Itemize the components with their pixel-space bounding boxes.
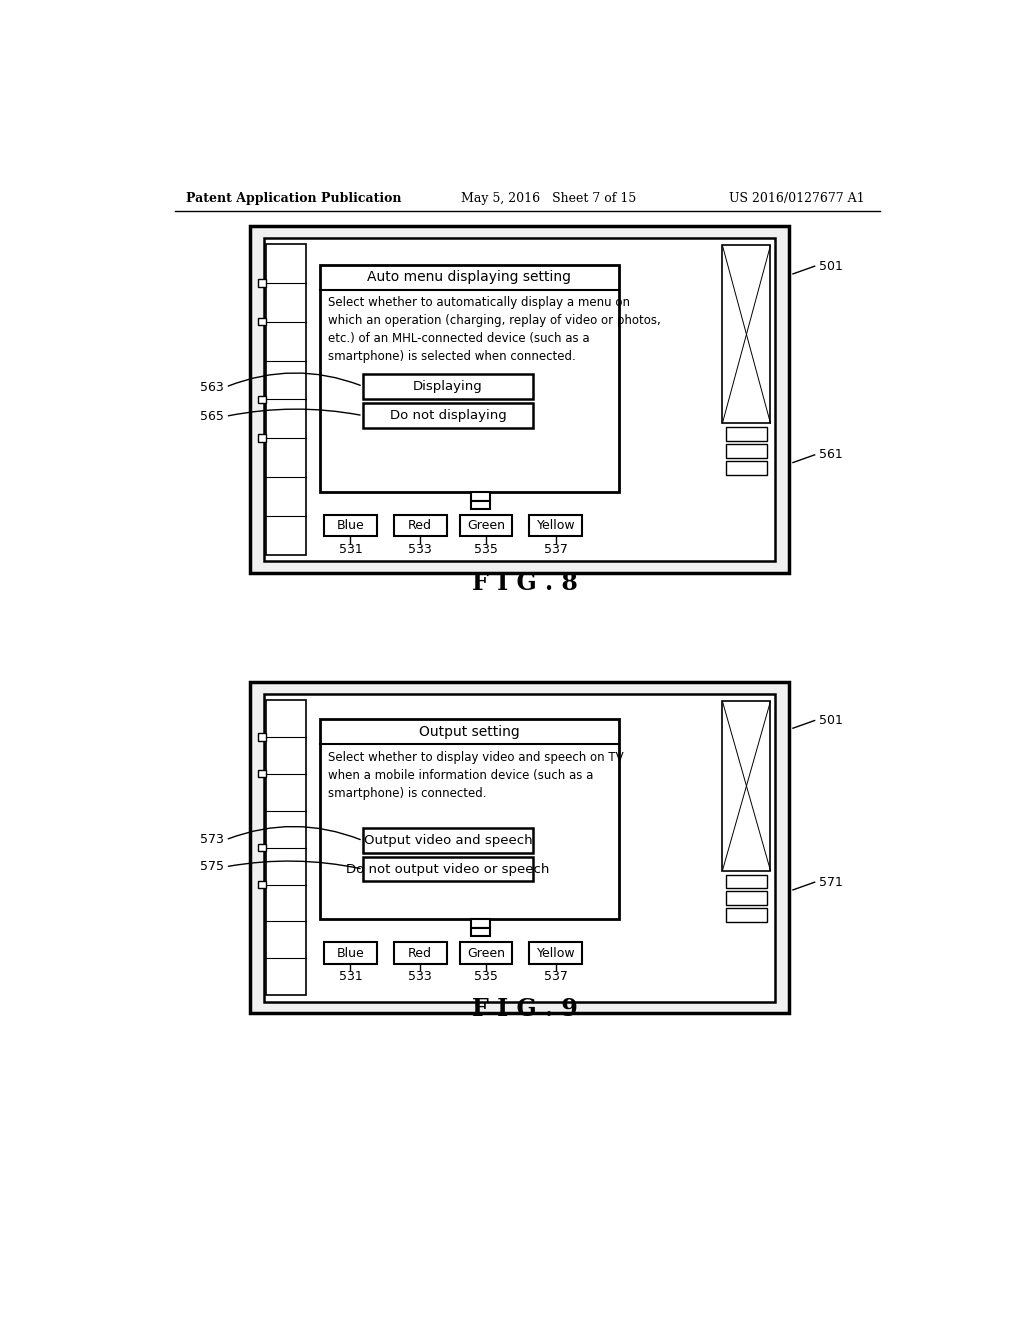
- Text: 535: 535: [474, 970, 498, 982]
- Text: 571: 571: [818, 875, 843, 888]
- Bar: [264, 693, 775, 1002]
- Text: Auto menu displaying setting: Auto menu displaying setting: [368, 271, 571, 284]
- Text: Red: Red: [409, 519, 432, 532]
- Text: 533: 533: [409, 543, 432, 556]
- Bar: [362, 829, 534, 853]
- Bar: [529, 515, 583, 536]
- Text: Select whether to display video and speech on TV
when a mobile information devic: Select whether to display video and spee…: [328, 751, 624, 800]
- Text: Select whether to automatically display a menu on
which an operation (charging, : Select whether to automatically display …: [328, 296, 660, 363]
- Text: May 5, 2016   Sheet 7 of 15: May 5, 2016 Sheet 7 of 15: [461, 191, 637, 205]
- Bar: [258, 396, 266, 404]
- Text: F I G . 8: F I G . 8: [472, 572, 578, 595]
- Text: Output setting: Output setting: [419, 725, 520, 739]
- Bar: [722, 246, 770, 424]
- Bar: [266, 700, 306, 995]
- Text: Yellow: Yellow: [537, 519, 575, 532]
- Bar: [726, 461, 767, 475]
- Text: Displaying: Displaying: [414, 380, 483, 393]
- Text: 575: 575: [200, 861, 224, 874]
- Bar: [258, 318, 266, 326]
- Text: 531: 531: [339, 543, 362, 556]
- Bar: [394, 515, 446, 536]
- Bar: [258, 733, 266, 741]
- Bar: [394, 942, 446, 964]
- Text: 573: 573: [201, 833, 224, 846]
- Bar: [460, 942, 512, 964]
- Text: Do not output video or speech: Do not output video or speech: [346, 862, 550, 875]
- Text: Blue: Blue: [337, 946, 365, 960]
- Text: Output video and speech: Output video and speech: [364, 834, 532, 847]
- Bar: [264, 238, 775, 561]
- Bar: [258, 880, 266, 888]
- Text: Green: Green: [467, 519, 505, 532]
- Text: F I G . 9: F I G . 9: [472, 997, 578, 1022]
- Bar: [362, 374, 534, 399]
- Bar: [251, 226, 790, 573]
- Text: 535: 535: [474, 543, 498, 556]
- Bar: [324, 515, 377, 536]
- Bar: [258, 770, 266, 777]
- Bar: [362, 404, 534, 428]
- Text: Yellow: Yellow: [537, 946, 575, 960]
- Text: Green: Green: [467, 946, 505, 960]
- Bar: [529, 942, 583, 964]
- Text: 501: 501: [818, 260, 843, 273]
- Text: Patent Application Publication: Patent Application Publication: [186, 191, 401, 205]
- Bar: [726, 444, 767, 458]
- Bar: [722, 701, 770, 871]
- Bar: [726, 428, 767, 441]
- Bar: [324, 942, 377, 964]
- Bar: [266, 244, 306, 554]
- Bar: [460, 515, 512, 536]
- Bar: [258, 279, 266, 286]
- Text: 537: 537: [544, 543, 567, 556]
- Text: Red: Red: [409, 946, 432, 960]
- Text: 561: 561: [818, 449, 843, 462]
- Text: 533: 533: [409, 970, 432, 982]
- Bar: [726, 891, 767, 906]
- Bar: [321, 265, 618, 492]
- Bar: [726, 908, 767, 923]
- Bar: [258, 434, 266, 442]
- Bar: [362, 857, 534, 882]
- Text: 563: 563: [201, 380, 224, 393]
- Text: US 2016/0127677 A1: US 2016/0127677 A1: [729, 191, 864, 205]
- Bar: [471, 502, 489, 508]
- Text: 565: 565: [201, 409, 224, 422]
- Bar: [471, 492, 489, 502]
- Text: 537: 537: [544, 970, 567, 982]
- Bar: [471, 919, 489, 928]
- Text: 501: 501: [818, 714, 843, 727]
- Bar: [726, 875, 767, 888]
- Text: 531: 531: [339, 970, 362, 982]
- Bar: [258, 843, 266, 851]
- Bar: [321, 719, 618, 919]
- Bar: [251, 682, 790, 1014]
- Bar: [471, 928, 489, 936]
- Text: Do not displaying: Do not displaying: [390, 409, 507, 422]
- Text: Blue: Blue: [337, 519, 365, 532]
